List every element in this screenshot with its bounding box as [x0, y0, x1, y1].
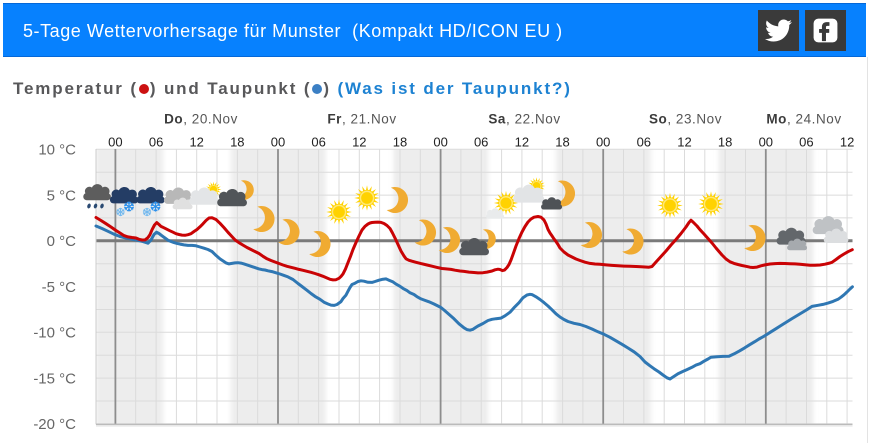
svg-text:Mo, 24.Nov: Mo, 24.Nov [766, 112, 841, 127]
svg-text:12: 12 [515, 135, 529, 150]
svg-text:06: 06 [311, 135, 325, 150]
svg-text:So, 23.Nov: So, 23.Nov [649, 112, 722, 127]
svg-text:Do, 20.Nov: Do, 20.Nov [164, 112, 238, 127]
svg-text:12: 12 [189, 135, 203, 150]
svg-text:06: 06 [799, 135, 813, 150]
svg-text:0 °C: 0 °C [47, 233, 77, 250]
svg-text:18: 18 [393, 135, 407, 150]
svg-text:06: 06 [637, 135, 651, 150]
svg-text:00: 00 [433, 135, 447, 150]
svg-text:00: 00 [271, 135, 285, 150]
svg-text:10 °C: 10 °C [38, 142, 76, 159]
svg-text:18: 18 [718, 135, 732, 150]
svg-text:00: 00 [596, 135, 610, 150]
svg-text:-10 °C: -10 °C [33, 325, 76, 342]
svg-text:00: 00 [108, 135, 122, 150]
svg-text:06: 06 [149, 135, 163, 150]
svg-text:Fr, 21.Nov: Fr, 21.Nov [327, 112, 396, 127]
svg-text:00: 00 [759, 135, 773, 150]
svg-text:-15 °C: -15 °C [33, 370, 76, 387]
svg-text:06: 06 [474, 135, 488, 150]
svg-text:Sa, 22.Nov: Sa, 22.Nov [488, 112, 560, 127]
svg-text:18: 18 [230, 135, 244, 150]
svg-text:12: 12 [352, 135, 366, 150]
svg-text:-20 °C: -20 °C [33, 416, 76, 433]
svg-text:12: 12 [840, 135, 854, 150]
svg-text:12: 12 [677, 135, 691, 150]
svg-text:-5 °C: -5 °C [42, 279, 77, 296]
svg-text:5 °C: 5 °C [47, 187, 77, 204]
svg-text:18: 18 [555, 135, 569, 150]
